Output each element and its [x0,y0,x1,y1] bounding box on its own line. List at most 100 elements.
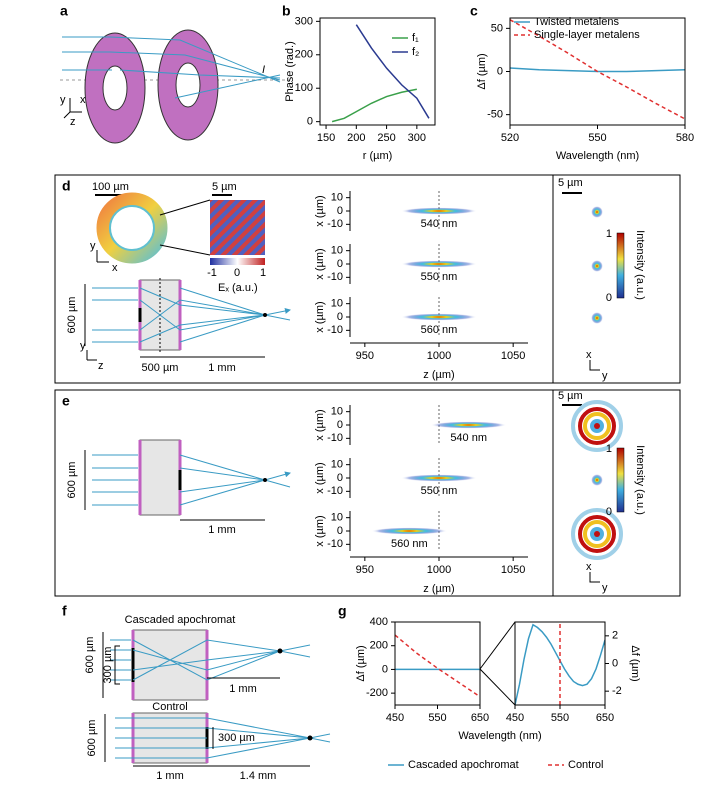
legend-label: Cascaded apochromat [408,759,519,771]
spot-label: 560 nm [391,538,428,550]
ring [578,407,616,445]
axis-label: y [80,340,86,352]
axes-icon [86,350,97,361]
y-tick-label: 100 [295,82,313,94]
legend-label: f₂ [412,46,419,58]
spot [591,474,603,486]
rays [92,454,290,506]
ring [594,531,600,537]
rays [110,639,311,681]
focal-spot [401,260,477,268]
y-tick-label: 0 [337,525,343,537]
x-tick-label: 650 [596,712,614,724]
y-tick-label: -10 [327,271,343,283]
focal-spot [401,207,477,215]
legend-label: f₁ [412,32,419,44]
lens-hole [175,62,201,108]
x-axis-label: Wavelength (nm) [458,730,541,742]
x-tick-label: 200 [347,132,365,144]
cbar-tick: 1 [260,267,266,279]
panel-e: 600 µm 1 mm 5 µm 1 0 Intensity (a.u.) x … [54,389,681,597]
spot-label: 550 nm [421,485,458,497]
cbar-label: Intensity (a.u.) [634,445,646,515]
scale-label: 5 µm [558,177,583,189]
cbar-tick: -1 [207,267,217,279]
panel-label: d [62,178,71,194]
x-axis-label: z (µm) [423,583,454,595]
ring [594,423,600,429]
focal-spot [430,421,507,429]
cbar-tick: 0 [606,506,612,518]
x-axis-label: z (µm) [423,369,454,381]
cbar-tick: 1 [606,228,612,240]
x-tick-label: 1000 [427,564,451,576]
series-line [355,24,430,119]
focal-spot [401,313,477,321]
thickness-label: 500 µm [142,362,179,374]
spot [591,206,603,218]
x-axis-label: Wavelength (nm) [556,150,639,162]
spot-label: 540 nm [421,218,458,230]
lens-stack [139,439,181,516]
focal-spot [401,474,477,482]
x-tick-label: 1000 [427,350,451,362]
axes-icon [589,572,600,583]
spot [591,312,603,324]
ring-spot [571,508,623,560]
axis-label: x [586,349,592,361]
diagram-title: Control [152,701,187,713]
x-tick-label: 520 [501,132,519,144]
y-tick-label: 10 [331,512,343,524]
y-axis-label: x (µm) [314,195,326,226]
axis-label: x [80,94,86,106]
panel-label: g [338,603,347,619]
y-axis-label: Phase (rad.) [284,41,296,102]
y-tick-label: 10 [331,298,343,310]
y-axis-label: x (µm) [314,248,326,279]
series-line [395,634,480,698]
dimension [114,645,120,685]
spot-label: 560 nm [421,324,458,336]
ring-spot [571,400,623,452]
spot-label: 550 nm [421,271,458,283]
colorbar [616,232,625,299]
aperture-label: 600 µm [66,297,78,334]
y-tick-label: 10 [331,245,343,257]
ring [583,520,611,548]
x-axis-label: r (µm) [363,150,393,162]
zoom-lines [159,199,211,256]
y-axis-label: Δf (µm) [476,53,488,89]
panel-labels: a b c d e f g [60,3,478,619]
axis-label: y [90,240,96,252]
y-tick-label: 0 [337,419,343,431]
axis-label: y [60,94,66,106]
axes-icon [589,360,600,371]
y-tick-label: 400 [370,616,388,628]
y-axis-label: Δf (µm) [629,645,641,681]
axes-icon [96,250,109,263]
y-tick-label: 10 [331,459,343,471]
x-tick-label: 650 [471,712,489,724]
y-axis-label: x (µm) [314,462,326,493]
colorbar [210,258,265,265]
y-tick-label: 50 [491,22,503,34]
y-tick-label: 300 [295,15,313,27]
aperture-label: 600 µm [84,637,96,674]
focus [263,478,267,482]
colorbar [616,447,625,513]
x-tick-label: 250 [377,132,395,144]
focus [277,648,283,654]
rays [92,287,290,343]
y-tick-label: -50 [487,109,503,121]
y-tick-label: -10 [327,485,343,497]
panel-f: Cascaded apochromat 600 µm 300 µm 1 mm C… [84,614,331,782]
x-tick-label: 950 [356,564,374,576]
cbar-tick: 0 [234,267,240,279]
x-tick-label: 550 [428,712,446,724]
plot-frame [394,621,481,706]
series-line [515,623,605,705]
axis-label: z [98,360,104,372]
legend-label: Control [568,759,603,771]
y-tick-label: 200 [295,49,313,61]
